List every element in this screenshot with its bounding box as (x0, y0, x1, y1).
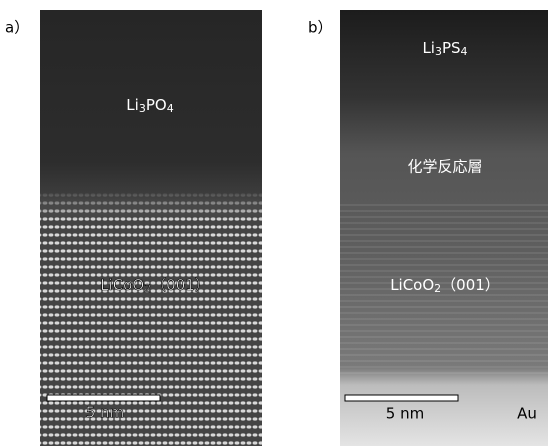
subscript: 4 (461, 45, 468, 58)
text-part: LiCoO (100, 276, 144, 294)
substrate-label: Au (517, 405, 537, 423)
figure: a） b） 5 nm 5 nm Au 化学反応層 Li3PO4LiCoO2（00… (0, 0, 548, 446)
body: a） b） 5 nm 5 nm Au 化学反応層 Li3PO4LiCoO2（00… (0, 0, 548, 446)
text-part: LiCoO (390, 276, 434, 294)
text-part: PO (146, 96, 167, 114)
panel-label: b） (308, 19, 333, 37)
subscript: 2 (434, 282, 441, 295)
layer-label: LiCoO2（001） (100, 276, 210, 296)
text-part: （001） (441, 276, 500, 294)
layer-label: LiCoO2（001） (390, 276, 500, 296)
layer-label: 化学反応層 (407, 158, 482, 176)
text-part: （001） (151, 276, 210, 294)
subscript: 2 (144, 282, 151, 295)
scale-bar (345, 395, 458, 401)
subscript: 3 (435, 45, 442, 58)
scale-label: 5 nm (386, 405, 424, 423)
lattice (40, 190, 262, 446)
page: {"panels": [ {"label": "a）", "top_layer"… (0, 0, 548, 446)
text-part: Li (126, 96, 139, 114)
text-part: Li (422, 39, 435, 57)
scale-label: 5 nm (86, 404, 124, 422)
layer-label: Li3PO4 (126, 96, 173, 116)
scale-bar (47, 395, 160, 401)
panel-label: a） (5, 19, 29, 37)
text-part: PS (442, 39, 461, 57)
subscript: 3 (139, 102, 146, 115)
subscript: 4 (167, 102, 174, 115)
